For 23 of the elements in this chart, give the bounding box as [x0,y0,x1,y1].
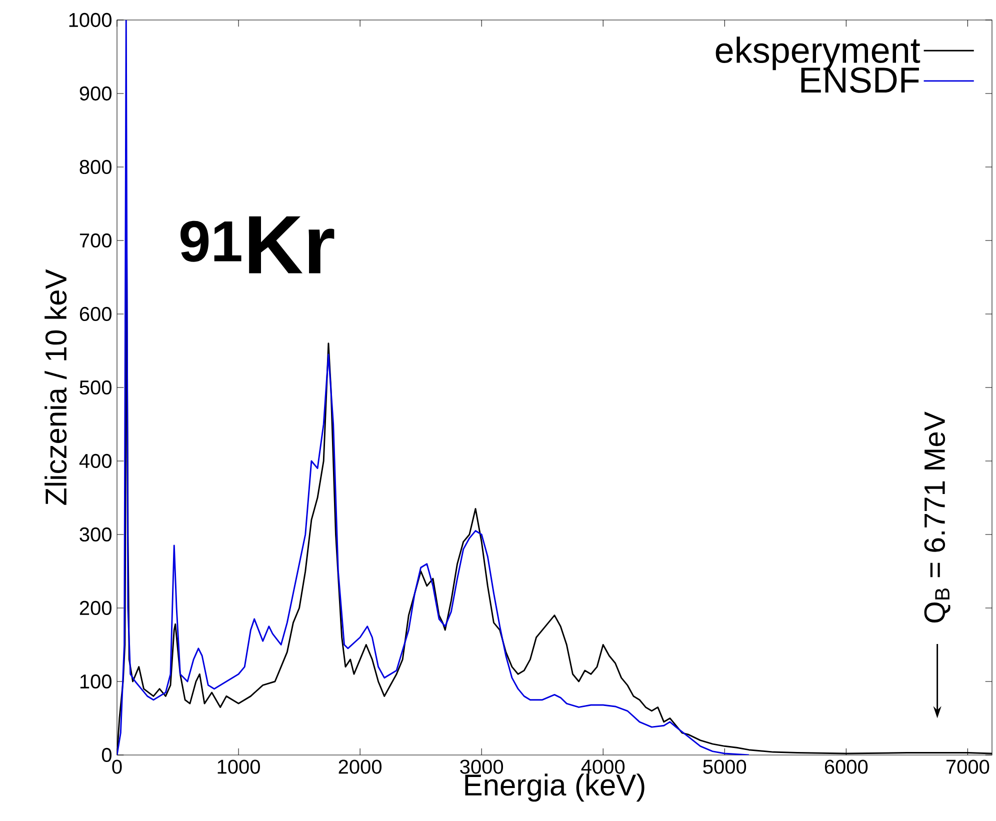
x-tick-label: 0 [112,760,122,774]
x-tick-label: 1000 [218,760,260,774]
y-tick-label: 400 [79,454,112,468]
y-tick-label: 900 [80,86,112,101]
annotation: Q$_{B}$ = 6.771 MeV [924,412,950,623]
y-tick-label: 0 [102,748,112,762]
annotation: $^{91}$Kr [180,216,334,274]
y-tick-label: 100 [80,674,112,689]
y-tick-label: 200 [80,600,112,616]
y-tick-label: 1000 [69,12,112,28]
x-tick-label: 5000 [703,760,746,774]
x-tick-label: 3000 [460,760,504,774]
y-tick-label: 600 [80,306,112,322]
x-tick-label: 6000 [824,760,868,774]
y-tick-label: 800 [80,160,112,174]
y-tick-label: 500 [80,380,112,395]
x-axis-title: Energia (keV) [465,774,644,802]
y-axis-title: Zliczenia / 10 keV [44,269,67,505]
y-tick-label: 700 [80,233,112,248]
x-tick-label: 7000 [946,760,990,774]
y-tick-label: 300 [80,527,112,542]
x-tick-label: 2000 [338,760,382,774]
x-tick-label: 4000 [581,760,625,774]
